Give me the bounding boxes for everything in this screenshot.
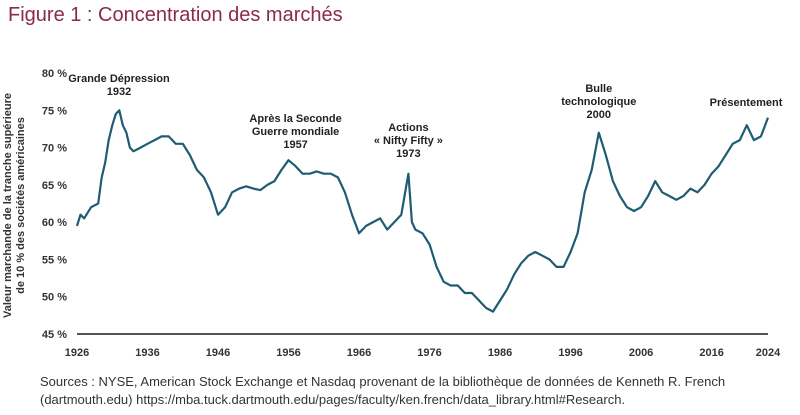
y-tick-label: 80 % [42, 68, 67, 80]
y-axis-label-line: Valeur marchande de la tranche supérieur… [2, 93, 14, 318]
y-axis-label-line: de 10 % des sociétés américaines [15, 117, 27, 294]
annotation-label: Bulle [585, 83, 612, 95]
x-tick-label: 1926 [65, 347, 89, 359]
annotation-label: Actions [388, 122, 428, 134]
annotation-label: 1973 [396, 148, 420, 160]
x-tick-label: 2024 [756, 347, 781, 359]
y-tick-label: 50 % [42, 292, 67, 304]
y-tick-label: 45 % [42, 329, 67, 341]
x-tick-label: 1936 [135, 347, 159, 359]
x-tick-label: 2016 [699, 347, 723, 359]
market-concentration-chart: Valeur marchande de la tranche supérieur… [2, 68, 783, 359]
chart-title: Figure 1 : Concentration des marchés [8, 4, 343, 26]
x-tick-label: 1946 [206, 347, 230, 359]
y-tick-label: 70 % [42, 143, 67, 155]
annotation-label: technologique [561, 96, 636, 108]
x-tick-label: 1996 [558, 347, 582, 359]
annotation-label: « Nifty Fifty » [374, 135, 443, 147]
x-tick-label: 1976 [417, 347, 441, 359]
y-tick-label: 55 % [42, 254, 67, 266]
annotation-label: 1957 [283, 139, 307, 151]
x-tick-label: 1966 [347, 347, 371, 359]
sources-note: Sources : NYSE, American Stock Exchange … [40, 374, 726, 407]
y-tick-label: 75 % [42, 105, 67, 117]
y-axis-ticks: 45 % 50 % 55 % 60 % 65 % 70 % 75 % 80 % [42, 68, 67, 341]
y-tick-label: 60 % [42, 217, 67, 229]
annotation-label: 2000 [587, 109, 611, 121]
annotation-label: Après la Seconde [249, 113, 341, 125]
y-axis-label: Valeur marchande de la tranche supérieur… [2, 93, 27, 318]
x-tick-label: 1986 [488, 347, 512, 359]
annotation-label: 1932 [107, 86, 131, 98]
series-line [75, 109, 770, 313]
y-tick-label: 65 % [42, 180, 67, 192]
annotation-label: Guerre mondiale [252, 126, 339, 138]
annotation-label: Grande Dépression [68, 73, 170, 85]
x-tick-label: 1956 [276, 347, 300, 359]
x-axis-ticks: 1926 1936 1946 1956 1966 1976 1986 1996 2006 2016… [65, 347, 781, 359]
x-tick-label: 2006 [629, 347, 653, 359]
annotation-label: Présentement [710, 97, 783, 109]
